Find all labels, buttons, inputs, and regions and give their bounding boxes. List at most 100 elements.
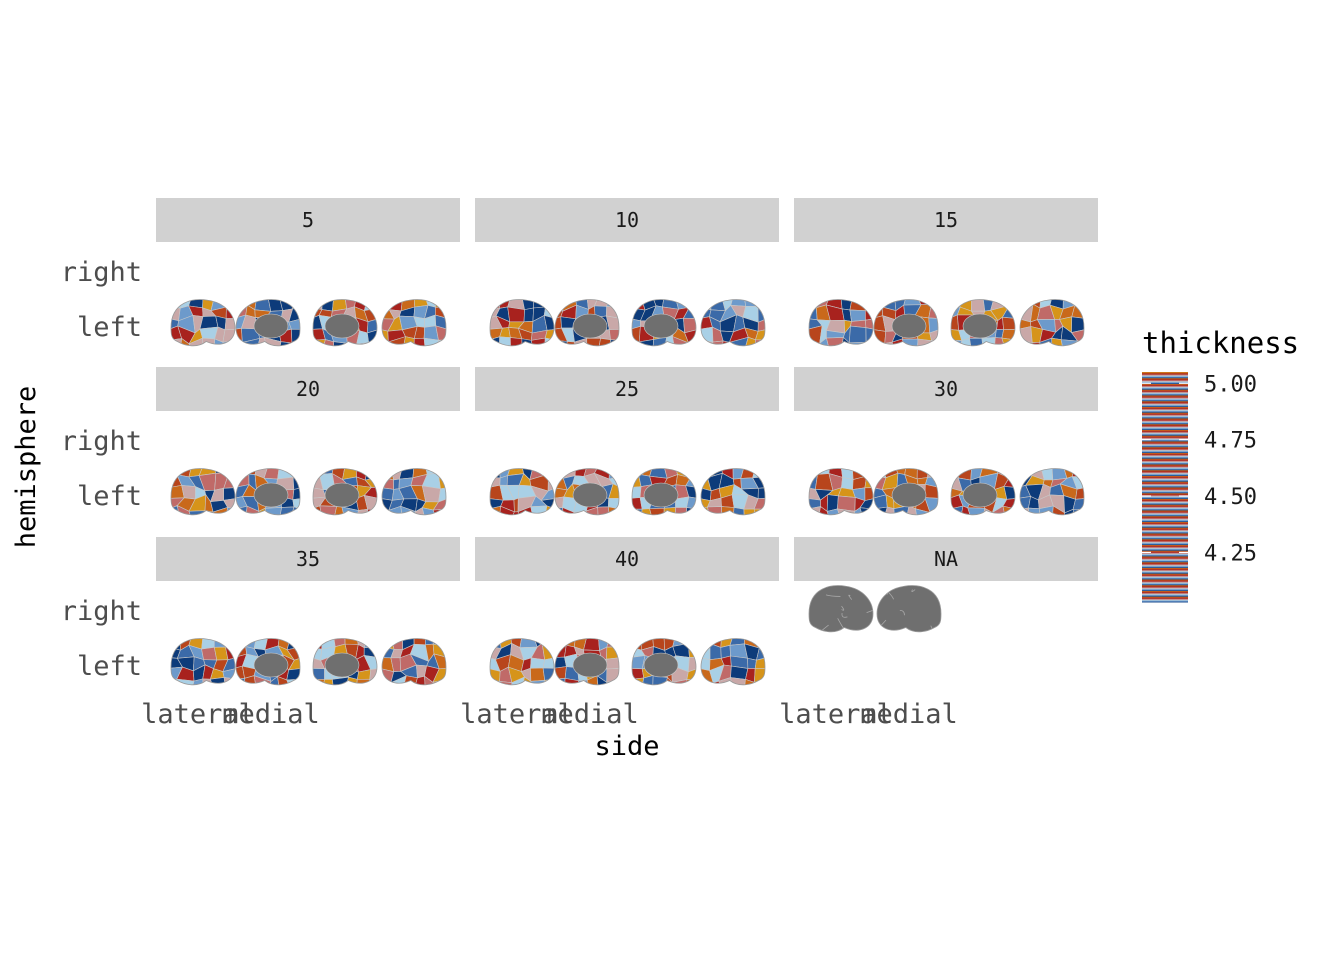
brain-region (541, 638, 554, 648)
brain-region (721, 506, 735, 515)
legend-band (1142, 446, 1188, 453)
brain-region (809, 299, 819, 309)
brain-region (743, 299, 759, 307)
brain-region (188, 337, 204, 346)
brain-outline (631, 638, 697, 686)
brain-outline (700, 468, 766, 516)
brain-region (413, 638, 426, 646)
brain-region (344, 343, 358, 346)
facet-strip-label: 40 (615, 547, 639, 571)
y-tick-label-right: right (61, 596, 142, 627)
brain-region (292, 487, 300, 500)
brain-region (596, 675, 611, 685)
brain-outline (170, 638, 236, 686)
facet-strip-label: 20 (296, 377, 320, 401)
brain-region (606, 638, 619, 648)
legend-break-label: 4.75 (1204, 429, 1257, 454)
medial-wall (324, 652, 360, 678)
brain-region (864, 475, 873, 489)
brain-region (1075, 487, 1084, 500)
brain-region (874, 506, 888, 515)
brain-region (267, 675, 280, 685)
left-medial-brain-2 (950, 299, 1016, 347)
brain-region (313, 468, 323, 478)
brain-region (413, 337, 426, 346)
left-medial-brain-2 (312, 638, 378, 686)
facet-strip (475, 537, 779, 581)
brain-region (225, 468, 235, 478)
brain-region (263, 337, 282, 346)
brain-region (413, 507, 426, 515)
brain-region (277, 676, 292, 685)
brain-region (499, 505, 515, 515)
left-lateral-brain-2 (381, 638, 447, 686)
left-medial-brain-2 (631, 468, 697, 516)
x-tick-label-medial: medial (222, 699, 320, 730)
left-lateral-brain (808, 299, 874, 347)
brain-outline (873, 299, 939, 347)
brain-region (254, 299, 272, 312)
brain-region (432, 508, 446, 515)
facet-panel-35: 35 (156, 537, 460, 581)
brain-region (313, 646, 322, 661)
brain-region (632, 468, 642, 478)
legend-band (1142, 579, 1188, 586)
facet-strip-label: 30 (934, 377, 958, 401)
brain-region (701, 657, 711, 671)
sulcus-line (841, 605, 845, 611)
brain-outline (873, 468, 939, 516)
legend-band (1142, 492, 1188, 499)
legend-band (1142, 389, 1188, 396)
brain-region (523, 307, 534, 323)
brain-region (951, 339, 963, 346)
left-lateral-brain-2 (1019, 299, 1085, 347)
brain-region (421, 485, 441, 503)
left-medial-brain-2 (312, 468, 378, 516)
brain-region (927, 468, 938, 478)
facet-strip (156, 367, 460, 411)
brain-region (544, 299, 554, 309)
brain-region (313, 638, 323, 650)
facet-panel-30: 30 (794, 367, 1098, 411)
brain-region (686, 507, 696, 515)
left-lateral-brain (489, 638, 555, 686)
brain-outline (950, 468, 1016, 516)
left-medial-brain (554, 468, 620, 516)
sulcus-line (825, 594, 841, 597)
brain-regions (877, 585, 941, 632)
brain-region (865, 307, 873, 321)
medial-wall (253, 482, 289, 508)
sulcus-line (866, 607, 873, 614)
facet-panel-15: 15 (794, 198, 1098, 242)
facet-strip (794, 537, 1098, 581)
medial-wall (572, 482, 608, 508)
facet-panel-20: 20 (156, 367, 460, 411)
brain-region (928, 299, 938, 309)
brain-region (663, 507, 676, 515)
legend-band (1142, 573, 1188, 580)
brain-region (530, 657, 546, 669)
facet-strip-label: 35 (296, 547, 320, 571)
left-lateral-brain (489, 468, 555, 516)
medial-wall (324, 482, 360, 508)
brain-region (969, 337, 984, 346)
brain-region (288, 318, 300, 330)
brain-outline (489, 299, 555, 347)
brain-region (755, 299, 765, 309)
legend-title: thickness (1142, 326, 1299, 360)
left-lateral-brain-2 (1019, 468, 1085, 516)
legend-band (1142, 487, 1188, 494)
brain-regions (171, 468, 235, 515)
facet-strip (156, 198, 460, 242)
brain-region (632, 508, 643, 515)
medial-wall (572, 652, 608, 678)
left-medial-brain (554, 638, 620, 686)
brain-region (710, 299, 726, 312)
brain-region (363, 655, 377, 670)
legend-band (1142, 498, 1188, 505)
medial-wall (643, 482, 679, 508)
legend-band (1142, 510, 1188, 517)
brain-region (971, 299, 986, 312)
sulcus-line (911, 589, 916, 593)
